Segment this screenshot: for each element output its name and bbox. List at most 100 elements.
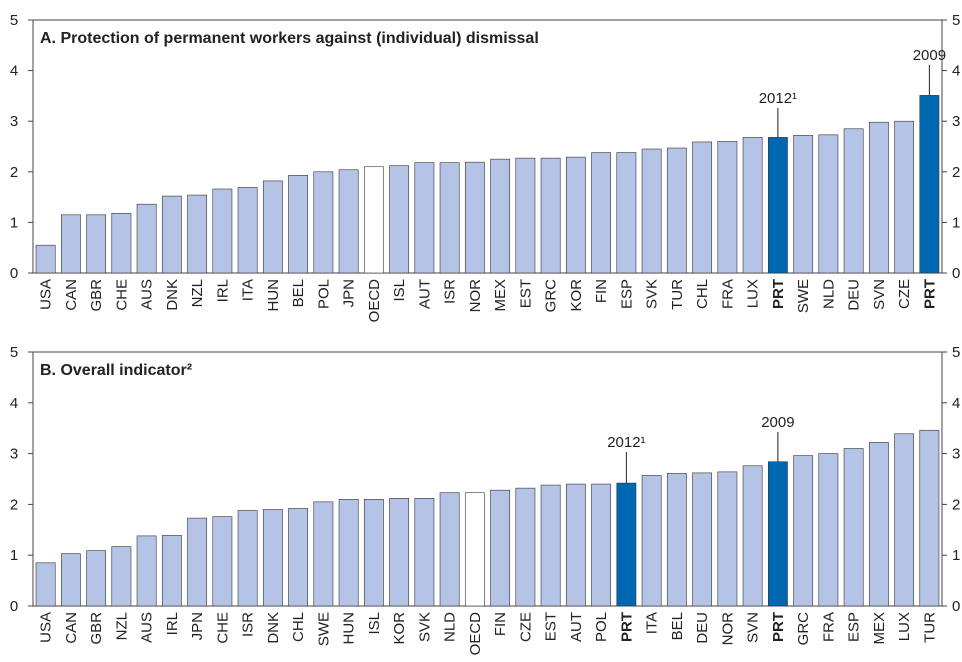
bar [338, 499, 359, 607]
y-tick-label: 0 [10, 265, 18, 282]
panel-title: A. Protection of permanent workers again… [40, 30, 539, 47]
annotation: 2009 [913, 47, 946, 64]
bar [60, 553, 81, 607]
x-tick-label: CZE [896, 279, 913, 309]
bar [262, 509, 283, 607]
bar [60, 214, 81, 274]
bar [540, 484, 561, 607]
bar [616, 152, 637, 274]
bar [313, 171, 334, 274]
y2-tick-label: 1 [952, 214, 960, 231]
y-tick-label: 5 [10, 344, 18, 361]
annotation: 2009 [761, 414, 794, 431]
bar [288, 175, 309, 274]
x-tick-label: NZL [113, 612, 130, 640]
y-tick-label: 0 [10, 598, 18, 615]
bar [742, 137, 763, 274]
bar [187, 517, 208, 607]
y2-tick-label: 5 [952, 12, 960, 29]
bar [591, 152, 612, 274]
bar [565, 156, 586, 274]
bar [641, 148, 662, 274]
bar [86, 550, 107, 607]
x-tick-label: SWE [315, 612, 332, 646]
x-tick-label: FIN [593, 279, 610, 303]
x-tick-label: DNK [164, 279, 181, 311]
x-tick-label: IRL [214, 279, 231, 302]
bar [641, 475, 662, 607]
x-tick-label: ITA [644, 612, 661, 634]
bar [666, 147, 687, 274]
bar [161, 535, 182, 607]
x-tick-label: NOR [467, 279, 484, 313]
x-tick-label: SVN [745, 612, 762, 643]
x-tick-label: NLD [820, 279, 837, 309]
bar [843, 448, 864, 607]
x-tick-label: ISR [442, 279, 459, 304]
bar [868, 442, 889, 607]
bar [439, 492, 460, 607]
bar [793, 455, 814, 607]
bar [565, 483, 586, 607]
x-tick-label: CHE [113, 279, 130, 311]
x-tick-label: KOR [568, 279, 585, 312]
annotation: 2012¹ [759, 90, 797, 107]
bar [692, 472, 713, 607]
plot-frame [32, 19, 943, 274]
bar [35, 244, 56, 274]
x-tick-label: MEX [871, 612, 888, 645]
bar [540, 157, 561, 274]
x-tick-label: BEL [669, 612, 686, 640]
x-tick-label: MEX [492, 279, 509, 312]
bar [212, 516, 233, 607]
x-tick-label: CHL [694, 279, 711, 309]
bar [136, 535, 157, 607]
x-tick-label: AUS [139, 279, 156, 310]
y2-tick-label: 4 [952, 395, 960, 412]
bar [338, 169, 359, 274]
bar [868, 121, 889, 274]
x-tick-label: DEU [694, 612, 711, 644]
x-tick-label: FRA [820, 612, 837, 642]
x-tick-label: AUT [568, 612, 585, 642]
x-tick-label: GBR [88, 612, 105, 645]
bar [894, 120, 915, 274]
y-tick-label: 5 [10, 12, 18, 29]
x-tick-label: ISL [366, 612, 383, 635]
x-tick-label: BEL [290, 279, 307, 307]
bar [919, 95, 940, 274]
x-tick-label: AUS [139, 612, 156, 643]
panel-title: B. Overall indicator² [40, 362, 192, 379]
bar [111, 212, 132, 274]
bar [363, 166, 384, 274]
x-tick-label: PRT [618, 612, 635, 642]
x-tick-label: GRC [795, 612, 812, 646]
x-tick-label: DEU [846, 279, 863, 311]
x-tick-label: JPN [189, 612, 206, 640]
bar [464, 161, 485, 274]
y2-tick-label: 5 [952, 344, 960, 361]
annotation: 2012¹ [607, 434, 645, 451]
x-tick-label: HUN [265, 279, 282, 312]
bar [288, 508, 309, 607]
x-tick-label: POL [593, 612, 610, 642]
x-tick-label: FRA [719, 279, 736, 309]
y-tick-label: 4 [10, 395, 18, 412]
bar [237, 510, 258, 607]
x-tick-label: NOR [719, 612, 736, 646]
y2-tick-label: 0 [952, 598, 960, 615]
x-tick-label: ITA [240, 279, 257, 301]
x-tick-label: HUN [341, 612, 358, 645]
bar [515, 487, 536, 607]
y-tick-label: 3 [10, 113, 18, 130]
x-tick-label: NZL [189, 279, 206, 307]
bar [136, 203, 157, 274]
bar [742, 465, 763, 607]
bar [767, 461, 788, 607]
bar [161, 195, 182, 274]
x-tick-label: GRC [543, 279, 560, 313]
x-tick-label: SVN [871, 279, 888, 310]
y2-tick-label: 0 [952, 265, 960, 282]
